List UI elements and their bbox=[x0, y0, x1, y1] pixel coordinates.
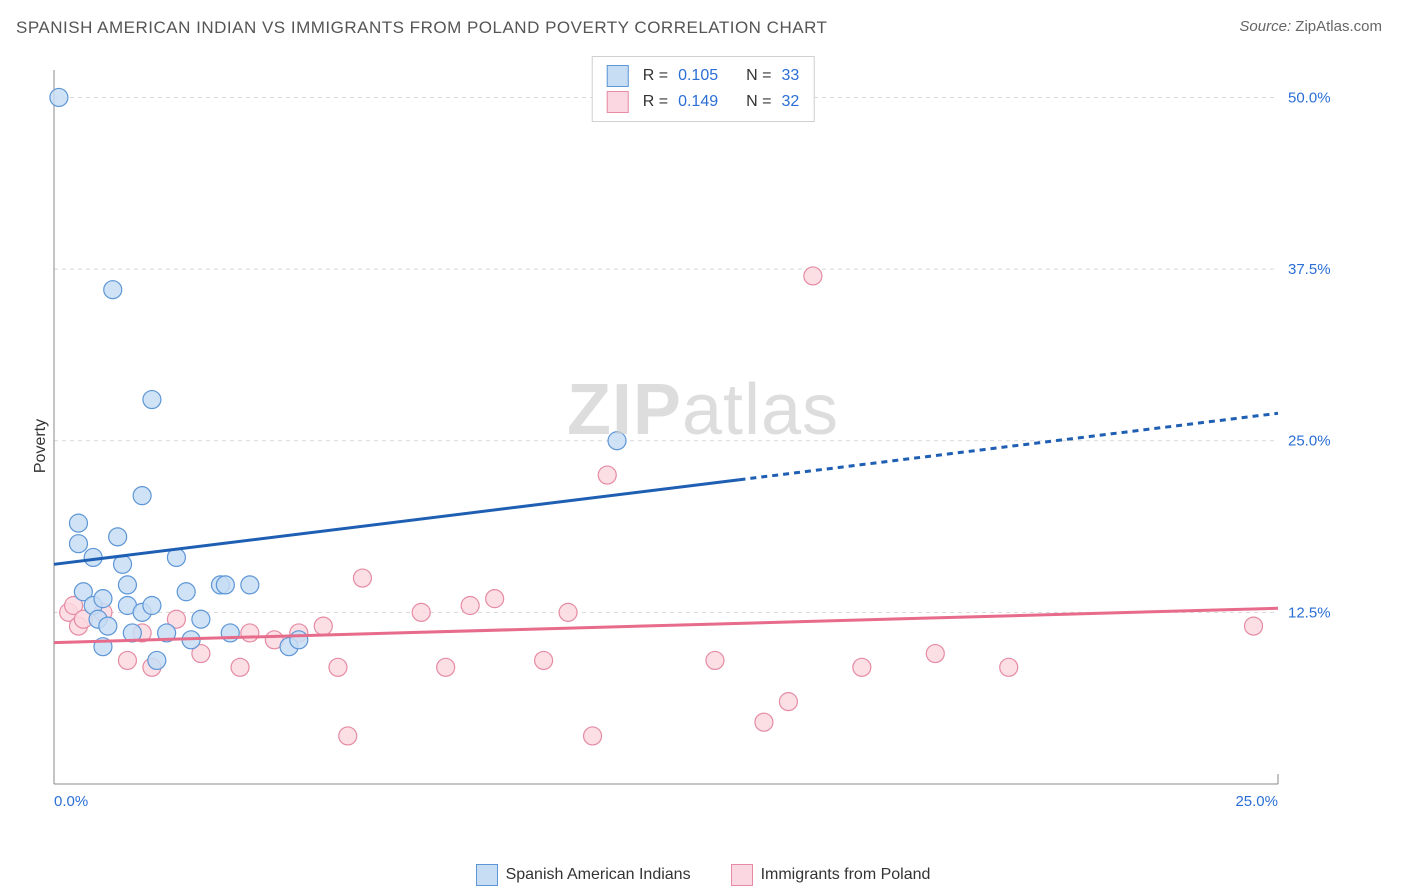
legend-row-pink: R = 0.149 N = 32 bbox=[607, 89, 800, 115]
r-value-blue: 0.105 bbox=[678, 67, 718, 85]
swatch-blue bbox=[607, 65, 629, 87]
n-label: N = bbox=[746, 93, 771, 111]
legend-label-pink: Immigrants from Poland bbox=[761, 866, 931, 884]
r-label: R = bbox=[643, 67, 668, 85]
svg-text:50.0%: 50.0% bbox=[1288, 89, 1331, 106]
n-value-blue: 33 bbox=[781, 67, 799, 85]
svg-text:37.5%: 37.5% bbox=[1288, 261, 1331, 278]
swatch-pink bbox=[731, 864, 753, 886]
n-label: N = bbox=[746, 67, 771, 85]
chart-title: SPANISH AMERICAN INDIAN VS IMMIGRANTS FR… bbox=[16, 18, 827, 38]
svg-text:25.0%: 25.0% bbox=[1235, 793, 1278, 810]
source-label: Source: bbox=[1239, 18, 1291, 35]
swatch-pink bbox=[607, 91, 629, 113]
r-label: R = bbox=[643, 93, 668, 111]
svg-text:25.0%: 25.0% bbox=[1288, 433, 1331, 450]
legend-label-blue: Spanish American Indians bbox=[506, 866, 691, 884]
svg-text:0.0%: 0.0% bbox=[54, 793, 88, 810]
source-value: ZipAtlas.com bbox=[1295, 18, 1382, 35]
svg-text:12.5%: 12.5% bbox=[1288, 604, 1331, 621]
legend-row-blue: R = 0.105 N = 33 bbox=[607, 63, 800, 89]
scatter-plot: 12.5% 25.0% 37.5% 50.0% 0.0% 25.0% bbox=[48, 60, 1348, 820]
chart-container: SPANISH AMERICAN INDIAN VS IMMIGRANTS FR… bbox=[0, 0, 1406, 892]
r-value-pink: 0.149 bbox=[678, 93, 718, 111]
swatch-blue bbox=[476, 864, 498, 886]
legend-item-pink: Immigrants from Poland bbox=[731, 864, 931, 886]
n-value-pink: 32 bbox=[781, 93, 799, 111]
series-legend: Spanish American Indians Immigrants from… bbox=[0, 864, 1406, 886]
legend-item-blue: Spanish American Indians bbox=[476, 864, 691, 886]
correlation-legend: R = 0.105 N = 33 R = 0.149 N = 32 bbox=[592, 56, 815, 122]
source-attribution: Source: ZipAtlas.com bbox=[1239, 18, 1382, 35]
